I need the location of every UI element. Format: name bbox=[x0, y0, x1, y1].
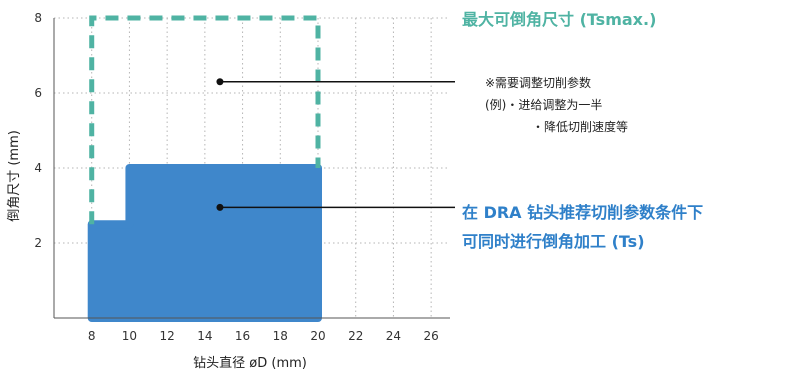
annotation-note-3: ・降低切削速度等 bbox=[532, 119, 628, 134]
x-tick-label: 10 bbox=[122, 329, 137, 343]
x-tick-label: 26 bbox=[424, 329, 439, 343]
annotation-title-ts-line1: 在 DRA 钻头推荐切削参数条件下 bbox=[462, 203, 703, 222]
region-tsmax bbox=[89, 15, 321, 225]
marker-dot-ts bbox=[216, 203, 224, 211]
y-axis-label: 倒角尺寸 (mm) bbox=[7, 130, 22, 222]
x-tick-label: 8 bbox=[88, 329, 96, 343]
x-tick-label: 18 bbox=[273, 329, 288, 343]
annotations: 最大可倒角尺寸 (Tsmax.) ※需要调整切削参数 (例)・进给调整为一半 ・… bbox=[216, 10, 703, 251]
x-tick-label: 14 bbox=[197, 329, 212, 343]
annotation-title-ts-line2: 可同时进行倒角加工 (Ts) bbox=[462, 232, 645, 251]
x-tick-labels: 8 10 12 14 16 18 20 22 24 26 bbox=[88, 329, 439, 343]
x-tick-label: 12 bbox=[160, 329, 175, 343]
annotation-note-2: (例)・进给调整为一半 bbox=[485, 97, 602, 112]
y-tick-label: 8 bbox=[34, 11, 42, 25]
x-axis-label: 钻头直径 øD (mm) bbox=[193, 356, 307, 371]
annotation-title-tsmax: 最大可倒角尺寸 (Tsmax.) bbox=[462, 10, 656, 29]
y-tick-label: 4 bbox=[34, 161, 42, 175]
x-tick-label: 22 bbox=[348, 329, 363, 343]
y-tick-label: 6 bbox=[34, 86, 42, 100]
x-tick-label: 16 bbox=[235, 329, 250, 343]
axes bbox=[53, 18, 450, 319]
x-tick-label: 24 bbox=[386, 329, 401, 343]
y-tick-label: 2 bbox=[34, 236, 42, 250]
x-tick-label: 20 bbox=[310, 329, 325, 343]
annotation-note-1: ※需要调整切削参数 bbox=[485, 75, 591, 90]
y-tick-labels: 2 4 6 8 bbox=[34, 11, 42, 250]
marker-dot-tsmax bbox=[216, 78, 224, 86]
region-ts bbox=[87, 164, 322, 322]
